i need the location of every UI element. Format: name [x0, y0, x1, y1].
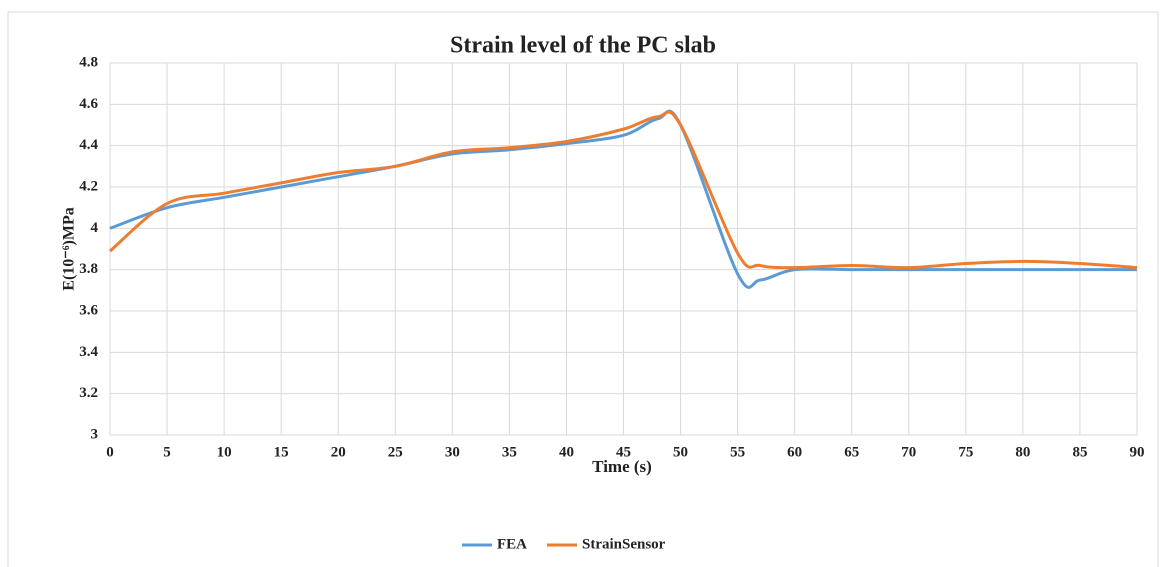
x-tick-label: 50	[673, 444, 688, 460]
y-tick-label: 3.4	[79, 344, 98, 360]
y-tick-label: 3.6	[79, 302, 98, 318]
y-tick-label: 4	[91, 220, 99, 236]
y-tick-label: 4.8	[79, 54, 98, 70]
chart-title: Strain level of the PC slab	[450, 33, 716, 59]
y-tick-label: 3.8	[79, 261, 98, 277]
x-tick-label: 10	[217, 444, 232, 460]
legend-label: FEA	[497, 536, 527, 552]
x-tick-label: 90	[1130, 444, 1145, 460]
x-tick-label: 20	[331, 444, 346, 460]
x-tick-label: 30	[445, 444, 460, 460]
x-tick-label: 45	[616, 444, 631, 460]
x-tick-label: 40	[559, 444, 574, 460]
line-series	[109, 110, 1138, 270]
x-tick-label: 5	[163, 444, 171, 460]
x-tick-label: 15	[274, 444, 289, 460]
y-tick-label: 3.2	[79, 385, 98, 401]
x-tick-label: 0	[106, 444, 114, 460]
x-axis-label: Time (s)	[592, 457, 652, 476]
y-tick-label: 4.4	[79, 137, 98, 153]
x-tick-label: 85	[1072, 444, 1087, 460]
x-tick-label: 70	[901, 444, 916, 460]
x-tick-label: 75	[958, 444, 973, 460]
x-tick-label: 60	[787, 444, 802, 460]
x-tick-label: 25	[388, 444, 403, 460]
chart-border	[7, 11, 1159, 567]
y-axis-label: E(10⁻⁶)MPa	[61, 207, 78, 290]
x-tick-label: 55	[730, 444, 745, 460]
x-tick-label: 65	[844, 444, 859, 460]
x-tick-label: 35	[502, 444, 517, 460]
y-tick-label: 3	[91, 426, 99, 442]
x-tick-label: 80	[1015, 444, 1030, 460]
y-tick-label: 4.2	[79, 178, 98, 194]
legend-label: StrainSensor	[582, 536, 666, 552]
y-tick-label: 4.6	[79, 96, 98, 112]
